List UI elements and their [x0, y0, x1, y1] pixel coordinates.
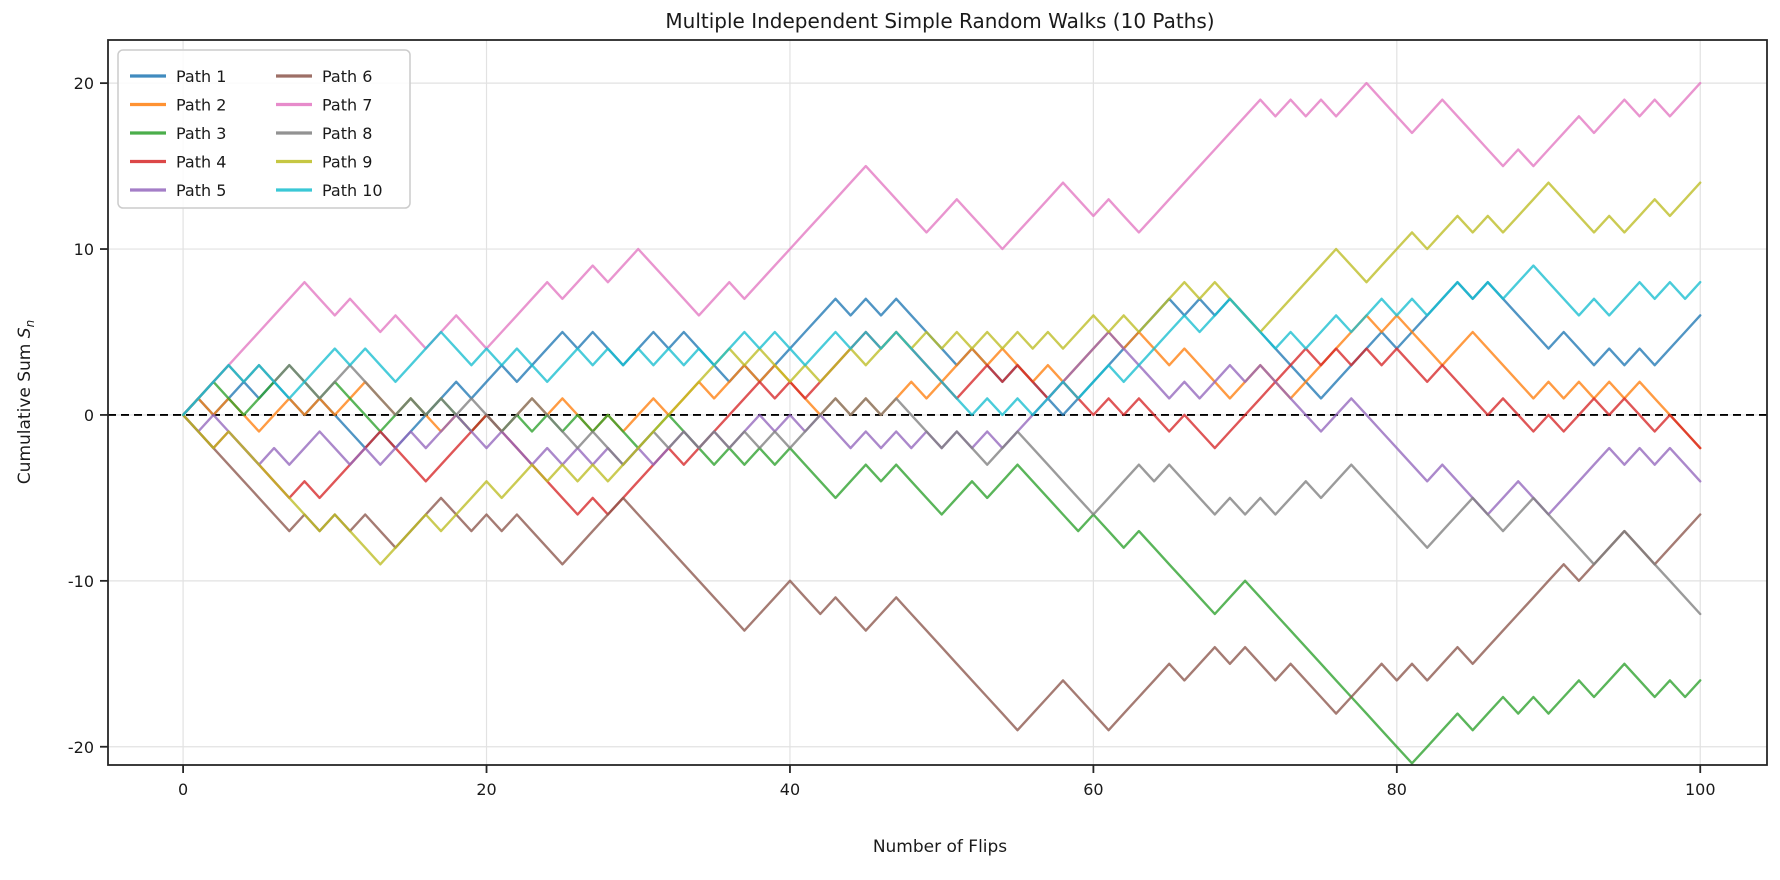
- legend-item-path-10: Path 10: [276, 181, 383, 200]
- y-tick-label: -20: [68, 738, 94, 757]
- legend: Path 1 Path 2 Path 3 Path 4 Path 5 Path 6 Path…: [117, 49, 411, 209]
- y-axis-label-prefix: Cumulative Sum: [15, 338, 35, 484]
- legend-item-path-8: Path 8: [276, 124, 372, 143]
- x-tick-label: 60: [1083, 780, 1103, 799]
- legend-item-label: Path 9: [322, 153, 372, 172]
- legend-item-label: Path 6: [322, 67, 372, 86]
- legend-item-label: Path 8: [322, 124, 372, 143]
- axes-layer: 0 20 40 60 80 100 -20 -10 0 10 20: [68, 39, 1768, 799]
- y-tick-label: 0: [84, 406, 94, 425]
- legend-item-path-6: Path 6: [276, 67, 372, 86]
- legend-item-label: Path 3: [176, 124, 226, 143]
- x-tick-label: 0: [178, 780, 188, 799]
- x-tick-label: 100: [1685, 780, 1716, 799]
- legend-item-label: Path 4: [176, 153, 226, 172]
- series-line-path-4: [181, 330, 1702, 516]
- legend-item-path-3: Path 3: [130, 124, 226, 143]
- series-line-path-5: [181, 330, 1702, 516]
- legend-item-label: Path 5: [176, 181, 226, 200]
- series-line-path-10: [181, 264, 1702, 417]
- x-tick-label: 40: [780, 780, 800, 799]
- chart-title: Multiple Independent Simple Random Walks…: [665, 9, 1214, 33]
- series-layer: [108, 81, 1767, 765]
- y-tick-label: 20: [74, 74, 94, 93]
- legend-item-label: Path 10: [322, 181, 383, 200]
- plot-border: [107, 39, 1768, 766]
- y-tick-label: -10: [68, 572, 94, 591]
- x-axis-label: Number of Flips: [873, 837, 1007, 857]
- legend-item-path-2: Path 2: [130, 96, 226, 115]
- legend-item-path-7: Path 7: [276, 96, 372, 115]
- x-tick-label: 20: [476, 780, 496, 799]
- series-line-path-6: [181, 413, 1702, 732]
- legend-item-path-4: Path 4: [130, 153, 226, 172]
- y-axis-label: Cumulative Sum Sn: [15, 320, 37, 484]
- legend-box: [117, 49, 411, 209]
- series-line-path-8: [181, 364, 1702, 616]
- legend-item-path-1: Path 1: [130, 67, 226, 86]
- y-axis-label-subscript: n: [23, 320, 37, 328]
- series-line-path-3: [181, 364, 1702, 765]
- legend-item-label: Path 2: [176, 96, 226, 115]
- legend-item-label: Path 1: [176, 67, 226, 86]
- y-axis-label-variable: S: [15, 327, 35, 338]
- legend-item-path-9: Path 9: [276, 153, 372, 172]
- x-tick-label: 80: [1387, 780, 1407, 799]
- y-tick-label: 10: [74, 240, 94, 259]
- series-line-path-9: [181, 181, 1702, 566]
- legend-item-label: Path 7: [322, 96, 372, 115]
- legend-item-path-5: Path 5: [130, 181, 226, 200]
